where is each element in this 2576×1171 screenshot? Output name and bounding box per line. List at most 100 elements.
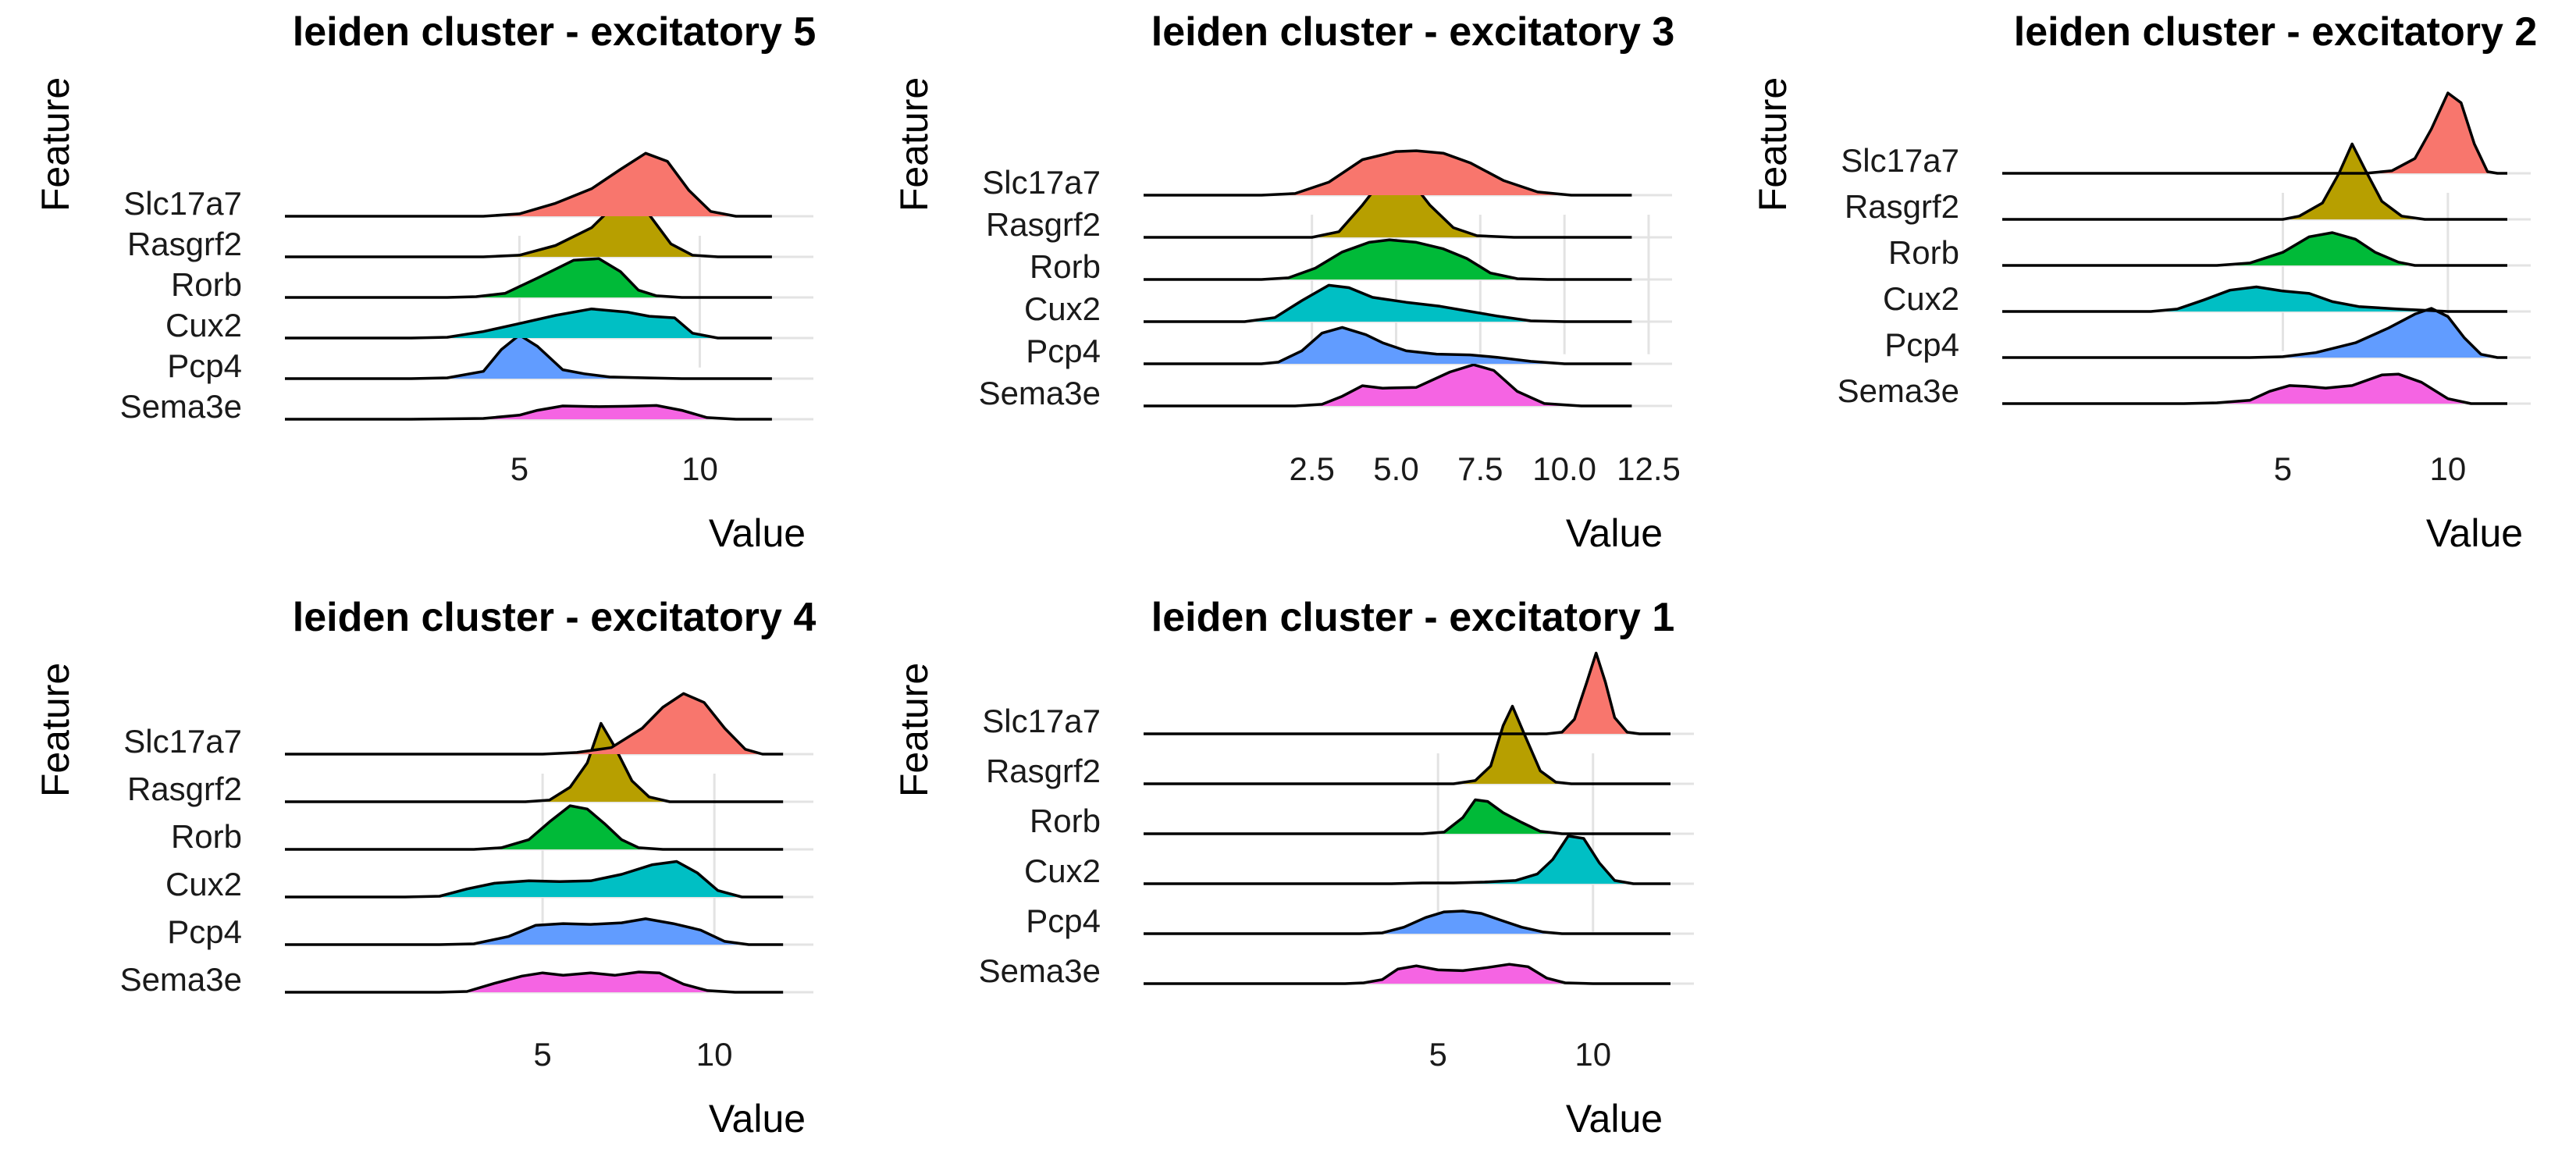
ridge-fill-pcp4 <box>285 335 772 379</box>
feature-label-cux2: Cux2 <box>165 307 242 343</box>
x-axis-title: Value <box>709 1097 806 1141</box>
ridge-line-pcp4 <box>285 333 772 380</box>
ridge-line-rorb <box>1144 798 1670 835</box>
feature-label-sema3e: Sema3e <box>120 961 242 998</box>
ridge-fill-cux2 <box>285 861 784 897</box>
ridge-line-pcp4 <box>1144 326 1632 365</box>
ridge-line-slc17a7 <box>285 692 784 756</box>
ridge-line-sema3e <box>285 404 772 421</box>
x-tick-label-4: 12.5 <box>1617 450 1681 487</box>
ridge-fill-sema3e <box>285 972 784 992</box>
x-axis-title: Value <box>709 511 806 555</box>
ridge-line-rorb <box>285 257 772 299</box>
panel-leiden-cluster-excitatory-3: Sema3e Pcp4 Cux2 Rorb Rasgrf2 Slc17a7 2.5 5.0 7.… <box>892 9 1681 555</box>
x-tick-label-1: 10 <box>1574 1036 1611 1073</box>
ridge-line-cux2 <box>2002 285 2507 313</box>
x-tick-label-0: 5 <box>511 450 528 487</box>
x-tick-label-1: 10 <box>2430 450 2467 487</box>
feature-label-rorb: Rorb <box>171 266 242 303</box>
x-tick-label-1: 10 <box>681 450 718 487</box>
panel-title: leiden cluster - excitatory 5 <box>293 9 817 55</box>
ridge-line-sema3e <box>2002 372 2507 405</box>
ridge-line-slc17a7 <box>2002 91 2507 175</box>
ridge-line-sema3e <box>1144 963 1670 985</box>
ridge-line-rasgrf2 <box>1144 704 1670 785</box>
panel-leiden-cluster-excitatory-5: Sema3e Pcp4 Cux2 Rorb Rasgrf2 Slc17a7 5 10 leide… <box>34 9 816 555</box>
x-tick-label-0: 5 <box>2274 450 2292 487</box>
feature-label-rorb: Rorb <box>1030 248 1101 285</box>
y-axis-title: Feature <box>1751 77 1795 212</box>
ridge-fill-rasgrf2 <box>285 201 772 257</box>
x-axis-title: Value <box>1566 1097 1663 1141</box>
ridge-line-pcp4 <box>2002 307 2507 359</box>
ridge-line-slc17a7 <box>285 151 772 218</box>
feature-label-cux2: Cux2 <box>165 866 242 902</box>
feature-label-rorb: Rorb <box>1888 234 1959 271</box>
x-axis-title: Value <box>2426 511 2523 555</box>
ridge-line-cux2 <box>285 860 784 899</box>
ridge-fill-pcp4 <box>2002 308 2507 358</box>
feature-label-slc17a7: Slc17a7 <box>982 703 1101 739</box>
feature-label-pcp4: Pcp4 <box>167 347 242 384</box>
feature-label-slc17a7: Slc17a7 <box>123 723 242 760</box>
panel-title: leiden cluster - excitatory 2 <box>2014 9 2538 55</box>
ridge-line-cux2 <box>1144 283 1632 323</box>
ridge-fill-rasgrf2 <box>1144 172 1632 237</box>
feature-label-sema3e: Sema3e <box>979 952 1101 989</box>
ridge-fill-cux2 <box>1144 835 1670 884</box>
ridge-line-rorb <box>2002 231 2507 267</box>
feature-label-slc17a7: Slc17a7 <box>123 185 242 222</box>
ridge-fill-cux2 <box>1144 285 1632 322</box>
x-tick-label-3: 10.0 <box>1532 450 1596 487</box>
ridge-fill-cux2 <box>2002 287 2507 311</box>
feature-label-rasgrf2: Rasgrf2 <box>1845 188 1959 225</box>
y-axis-title: Feature <box>34 77 77 212</box>
x-tick-label-0: 5 <box>533 1036 551 1073</box>
ridge-fill-rorb <box>1144 240 1632 279</box>
panel-title: leiden cluster - excitatory 1 <box>1151 595 1675 640</box>
x-tick-label-1: 5.0 <box>1373 450 1418 487</box>
ridge-fill-sema3e <box>1144 365 1632 406</box>
feature-label-sema3e: Sema3e <box>979 375 1101 411</box>
ridge-fill-rorb <box>285 806 784 849</box>
ridge-line-slc17a7 <box>1144 149 1632 197</box>
feature-label-slc17a7: Slc17a7 <box>1841 142 1959 179</box>
ridge-fill-slc17a7 <box>285 693 784 754</box>
panel-leiden-cluster-excitatory-4: Sema3e Pcp4 Cux2 Rorb Rasgrf2 Slc17a7 5 10 leide… <box>34 595 816 1141</box>
feature-label-rorb: Rorb <box>171 818 242 855</box>
ridge-fill-pcp4 <box>1144 911 1670 934</box>
ridge-line-rorb <box>1144 238 1632 281</box>
ridge-fill-sema3e <box>1144 964 1670 984</box>
ridge-line-slc17a7 <box>1144 651 1670 735</box>
panel-title: leiden cluster - excitatory 3 <box>1151 9 1675 55</box>
feature-label-cux2: Cux2 <box>1883 280 1959 317</box>
ridge-line-cux2 <box>285 307 772 340</box>
ridge-line-pcp4 <box>1144 909 1670 935</box>
feature-label-cux2: Cux2 <box>1024 290 1101 327</box>
feature-label-rasgrf2: Rasgrf2 <box>986 753 1101 789</box>
ridge-fill-rorb <box>1144 799 1670 834</box>
y-axis-title: Feature <box>34 663 77 797</box>
ridge-line-rasgrf2 <box>2002 142 2507 221</box>
feature-label-slc17a7: Slc17a7 <box>982 164 1101 201</box>
ridge-fill-cux2 <box>285 308 772 338</box>
panel-leiden-cluster-excitatory-2: Sema3e Pcp4 Cux2 Rorb Rasgrf2 Slc17a7 5 10 leide… <box>1751 9 2537 555</box>
ridge-fill-sema3e <box>2002 374 2507 404</box>
feature-label-rorb: Rorb <box>1030 803 1101 839</box>
x-tick-label-0: 2.5 <box>1289 450 1334 487</box>
feature-label-pcp4: Pcp4 <box>167 913 242 950</box>
feature-label-cux2: Cux2 <box>1024 852 1101 889</box>
x-tick-label-2: 7.5 <box>1457 450 1503 487</box>
x-tick-label-1: 10 <box>696 1036 733 1073</box>
ridge-line-rorb <box>285 804 784 851</box>
feature-label-pcp4: Pcp4 <box>1026 902 1101 939</box>
x-tick-label-0: 5 <box>1429 1036 1447 1073</box>
x-axis-title: Value <box>1566 511 1663 555</box>
feature-label-rasgrf2: Rasgrf2 <box>127 771 242 807</box>
ridge-line-pcp4 <box>285 917 784 946</box>
feature-label-sema3e: Sema3e <box>120 388 242 425</box>
ridge-fill-rorb <box>285 258 772 297</box>
y-axis-title: Feature <box>892 77 936 212</box>
panel-leiden-cluster-excitatory-1: Sema3e Pcp4 Cux2 Rorb Rasgrf2 Slc17a7 5 10 leide… <box>892 595 1694 1141</box>
